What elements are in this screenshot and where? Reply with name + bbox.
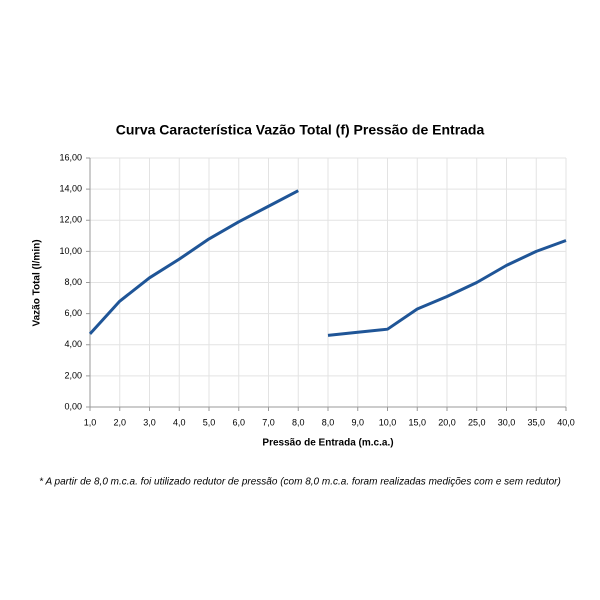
x-tick-label: 15,0 — [408, 417, 426, 427]
y-tick-label: 8,00 — [64, 277, 82, 287]
x-tick-label: 3,0 — [143, 417, 156, 427]
y-tick-label: 4,00 — [64, 339, 82, 349]
x-tick-label: 30,0 — [498, 417, 516, 427]
x-tick-label: 10,0 — [379, 417, 397, 427]
x-tick-label: 4,0 — [173, 417, 186, 427]
x-tick-label: 40,0 — [557, 417, 575, 427]
x-tick-label: 2,0 — [113, 417, 126, 427]
line-series — [327, 239, 567, 337]
x-tick-label: 6,0 — [232, 417, 245, 427]
x-tick-label: 5,0 — [203, 417, 216, 427]
y-axis-label: Vazão Total (l/min) — [32, 239, 43, 326]
y-tick-label: 6,00 — [64, 308, 82, 318]
x-tick-label: 20,0 — [438, 417, 456, 427]
y-tick-label: 16,00 — [59, 152, 82, 162]
y-tick-label: 0,00 — [64, 401, 82, 411]
footnote: * A partir de 8,0 m.c.a. foi utilizado r… — [39, 477, 561, 488]
x-tick-label: 8,0 — [322, 417, 335, 427]
y-tick-label: 14,00 — [59, 184, 82, 194]
x-tick-label: 25,0 — [468, 417, 486, 427]
x-tick-label: 7,0 — [262, 417, 275, 427]
x-tick-label: 35,0 — [527, 417, 545, 427]
x-tick-label: 8,0 — [292, 417, 305, 427]
x-tick-label: 9,0 — [351, 417, 364, 427]
y-tick-label: 12,00 — [59, 215, 82, 225]
y-tick-label: 2,00 — [64, 370, 82, 380]
x-tick-label: 1,0 — [84, 417, 97, 427]
chart-title: Curva Característica Vazão Total (f) Pre… — [116, 122, 485, 138]
line-series — [88, 189, 299, 335]
y-tick-label: 10,00 — [59, 246, 82, 256]
x-axis-label: Pressão de Entrada (m.c.a.) — [262, 438, 393, 449]
